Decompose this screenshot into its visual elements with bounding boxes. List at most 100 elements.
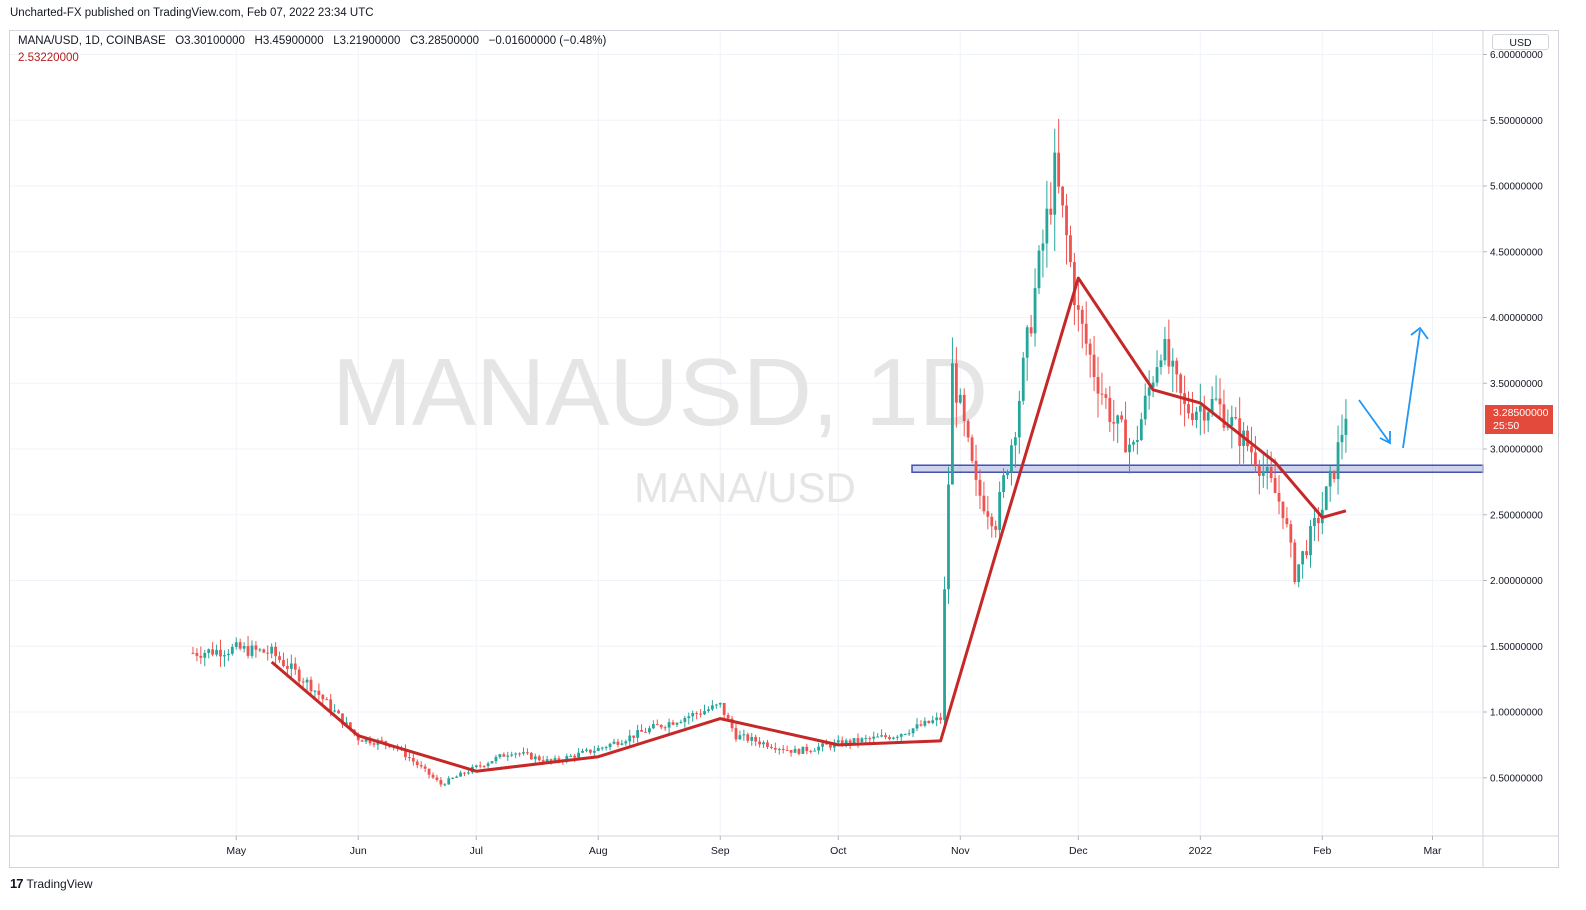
price-tick-label: 3.00000000 xyxy=(1490,445,1543,456)
candle-body xyxy=(459,772,462,777)
candle-body xyxy=(691,713,695,717)
candle-body xyxy=(293,663,297,670)
candle-body xyxy=(455,776,459,778)
candle-body xyxy=(529,752,533,760)
currency-button[interactable]: USD xyxy=(1492,34,1549,50)
price-tick-label: 3.50000000 xyxy=(1490,379,1543,390)
candle-body xyxy=(687,716,691,719)
candle-body xyxy=(1332,470,1336,480)
candle-body xyxy=(911,728,915,734)
candle-body xyxy=(506,755,510,757)
time-label: Jul xyxy=(470,845,483,857)
candle-body xyxy=(947,484,950,590)
candle-body xyxy=(974,460,978,480)
footer[interactable]: 17 TradingView xyxy=(10,876,93,891)
candle-body xyxy=(943,589,946,720)
candle-body xyxy=(703,711,706,715)
candle-body xyxy=(801,746,805,754)
candle-body xyxy=(754,736,758,742)
candle-body xyxy=(1246,430,1249,447)
candle-body xyxy=(663,727,667,729)
candle-body xyxy=(734,728,738,740)
candle-body xyxy=(250,645,254,656)
candle-body xyxy=(817,746,821,751)
candle-body xyxy=(821,743,824,747)
legend-change: −0.01600000 (−0.48%) xyxy=(488,35,607,47)
candle-body xyxy=(191,652,195,654)
candle-body xyxy=(990,516,994,527)
last-price: 3.28500000 xyxy=(1493,407,1549,419)
candle-body xyxy=(840,740,844,746)
candle-body xyxy=(667,722,671,728)
candle-body xyxy=(695,713,699,715)
price-tick-label: 0.50000000 xyxy=(1490,773,1543,784)
footer-brand: TradingView xyxy=(26,876,93,891)
candle-body xyxy=(632,735,636,738)
candle-body xyxy=(1293,542,1297,583)
candle-body xyxy=(624,741,628,744)
candle-body xyxy=(1092,354,1096,377)
time-axis: May Jun Jul Aug Sep Oct Nov Dec 2022 Feb Mar xyxy=(226,836,1442,857)
candle-body xyxy=(836,740,840,743)
candle-body xyxy=(978,479,982,496)
candle-body xyxy=(1336,442,1340,480)
legend-open: 3.30100000 xyxy=(184,35,245,47)
legend-high-label: H xyxy=(254,35,263,47)
candle-body xyxy=(522,752,525,754)
candle-body xyxy=(317,690,321,695)
candle-body xyxy=(648,728,651,733)
candle-body xyxy=(982,495,986,512)
candle-body xyxy=(895,736,899,738)
candle-body xyxy=(1021,357,1025,401)
candle-body xyxy=(1301,551,1305,565)
candle-body xyxy=(246,646,250,656)
candle-body xyxy=(1269,466,1273,478)
candle-body xyxy=(1049,208,1053,215)
candle-body xyxy=(1206,412,1210,421)
candle-body xyxy=(494,757,498,762)
candle-body xyxy=(1277,492,1281,502)
candle-body xyxy=(919,724,923,726)
candle-body xyxy=(258,649,262,651)
watermark-main: MANAUSD, 1D xyxy=(332,339,988,446)
candle-body xyxy=(1053,152,1057,215)
candle-body xyxy=(502,754,506,757)
candle-body xyxy=(793,749,797,753)
time-label: Jun xyxy=(350,845,367,857)
candle-body xyxy=(553,758,557,762)
candle-body xyxy=(333,710,337,712)
candle-body xyxy=(1147,387,1151,396)
time-label: May xyxy=(226,845,247,857)
price-tick-label: 5.00000000 xyxy=(1490,182,1543,193)
candle-body xyxy=(274,646,277,657)
time-label: Nov xyxy=(951,845,970,857)
candle-body xyxy=(1316,517,1320,524)
candle-body xyxy=(970,437,974,461)
candle-body xyxy=(360,740,364,742)
candle-body xyxy=(714,704,718,706)
candle-body xyxy=(864,738,868,740)
candle-body xyxy=(219,649,222,657)
candle-body xyxy=(565,756,569,761)
candle-body xyxy=(809,751,813,753)
candle-body xyxy=(1116,415,1120,424)
candle-body xyxy=(891,737,895,739)
candle-body xyxy=(526,752,529,754)
candle-body xyxy=(742,734,746,736)
chart-frame[interactable] xyxy=(9,30,1559,868)
candle-body xyxy=(1265,466,1269,472)
candle-body xyxy=(1281,501,1285,519)
candle-body xyxy=(431,774,435,778)
last-price-tag: 3.28500000 25:50 xyxy=(1485,405,1553,434)
legend-low-label: L xyxy=(333,35,340,47)
candle-body xyxy=(1159,360,1163,368)
candle-body xyxy=(1061,186,1064,206)
candle-body xyxy=(1175,360,1179,375)
time-label: Aug xyxy=(589,845,608,857)
candle-body xyxy=(1084,323,1088,344)
candle-body xyxy=(915,724,919,729)
candle-body xyxy=(557,758,561,761)
candle-body xyxy=(651,724,655,729)
candle-body xyxy=(659,724,663,728)
